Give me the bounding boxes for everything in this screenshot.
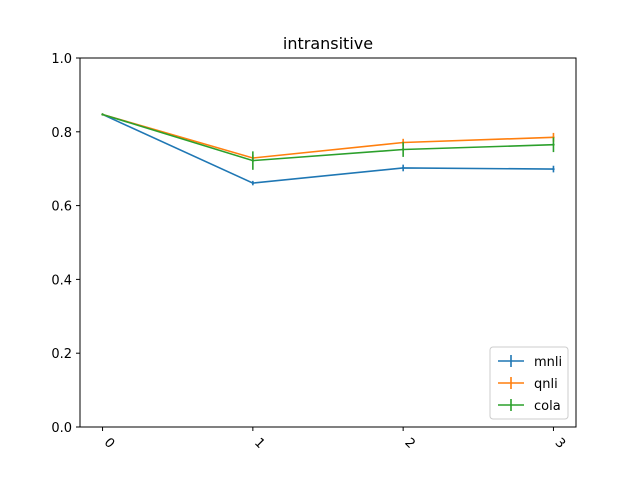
plot-area (101, 113, 555, 186)
data-point-mnli (251, 181, 255, 185)
data-point-cola (101, 113, 104, 116)
series-line-qnli (102, 113, 554, 159)
data-point-cola (251, 159, 255, 162)
legend-label-mnli: mnli (534, 355, 562, 370)
y-tick-label: 1.0 (51, 52, 72, 67)
y-tick-label: 0.4 (51, 273, 72, 288)
series-line-cola (102, 113, 554, 162)
legend-box (489, 346, 569, 420)
y-axis: 0.0 0.2 0.4 0.6 0.8 1.0 (51, 52, 80, 436)
data-point-cola (552, 143, 555, 146)
y-tick-label: 0.2 (51, 347, 72, 362)
axes-frame (79, 57, 577, 428)
series-line-mnli (102, 113, 554, 184)
y-tick-label: 0.8 (51, 126, 72, 141)
chart-title: intransitive (283, 34, 373, 53)
data-point-mnli (401, 166, 405, 170)
legend-label-qnli: qnli (534, 377, 558, 392)
data-point-mnli (552, 167, 555, 171)
y-tick-label: 0.6 (51, 200, 72, 215)
data-point-cola (401, 148, 405, 151)
legend: mnli qnli cola (489, 346, 569, 420)
y-tick-label: 0.0 (51, 421, 72, 436)
legend-label-cola: cola (534, 399, 561, 414)
